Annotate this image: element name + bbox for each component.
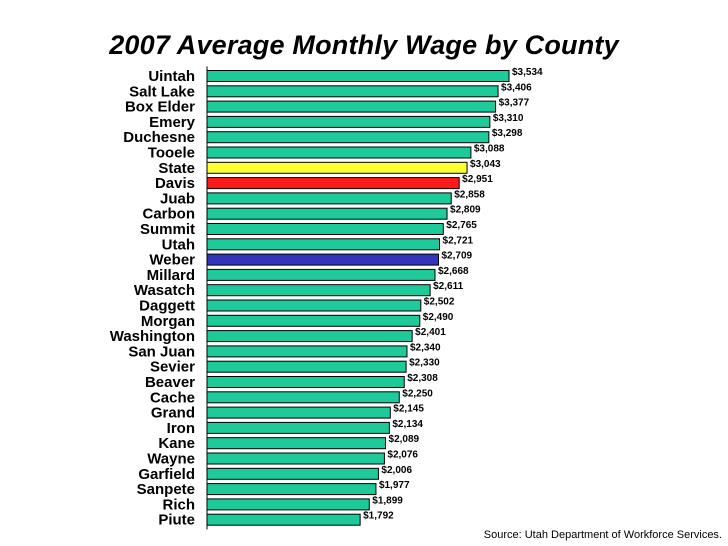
value-label: $2,340: [410, 342, 441, 353]
category-label: Washington: [110, 328, 195, 345]
source-note: Source: Utah Department of Workforce Ser…: [483, 529, 722, 541]
value-label: $2,076: [387, 450, 418, 461]
bar: [206, 146, 472, 159]
bar: [206, 100, 497, 113]
bar: [206, 207, 448, 220]
category-label: Iron: [167, 420, 195, 437]
category-label: Sevier: [150, 359, 195, 376]
bar: [206, 177, 460, 190]
value-label: $2,490: [423, 312, 454, 323]
category-label: Cache: [150, 389, 195, 406]
value-label: $2,006: [381, 465, 412, 476]
category-label: Millard: [147, 267, 195, 284]
bar: [206, 85, 499, 98]
value-label: $2,250: [402, 388, 433, 399]
category-label: Wayne: [147, 451, 195, 468]
category-label: Utah: [162, 236, 195, 253]
bar: [206, 330, 413, 343]
value-label: $2,401: [415, 327, 446, 338]
value-label: $1,899: [372, 495, 403, 506]
category-label: Uintah: [148, 68, 195, 85]
value-label: $1,792: [363, 511, 394, 522]
bar: [206, 131, 490, 144]
bar: [206, 421, 390, 434]
category-label: Grand: [151, 405, 195, 422]
value-label: $2,668: [438, 266, 469, 277]
category-label: Morgan: [141, 313, 195, 330]
bar: [206, 253, 439, 266]
value-label: $2,089: [389, 434, 420, 445]
category-label: Salt Lake: [129, 83, 195, 100]
value-label: $2,502: [424, 297, 455, 308]
bar: [206, 238, 441, 251]
category-label: Beaver: [145, 374, 195, 391]
category-label: Weber: [149, 252, 195, 269]
value-label: $3,310: [493, 113, 524, 124]
bar: [206, 284, 431, 297]
bar: [206, 223, 444, 235]
value-label: $2,134: [392, 419, 423, 430]
category-label: Piute: [158, 512, 195, 529]
category-label: Kane: [158, 435, 195, 452]
value-label: $3,377: [499, 98, 530, 109]
bar: [206, 115, 491, 128]
bar: [206, 360, 407, 373]
value-label: $2,330: [409, 358, 440, 369]
value-label: $2,145: [393, 404, 424, 415]
value-label: $2,765: [446, 220, 477, 231]
chart-title: 2007 Average Monthly Wage by County: [109, 30, 619, 60]
bar: [206, 406, 391, 419]
category-label: Tooele: [148, 145, 195, 162]
value-label: $2,709: [441, 251, 472, 262]
category-label: Summit: [140, 221, 195, 238]
bar: [206, 192, 452, 205]
bar: [206, 437, 387, 450]
value-label: $2,611: [433, 281, 463, 292]
value-label: $2,721: [443, 235, 474, 246]
value-label: $3,298: [492, 128, 523, 139]
value-label: $2,308: [407, 373, 438, 384]
bar: [206, 483, 377, 496]
category-label: Carbon: [143, 206, 196, 223]
bar: [206, 268, 436, 281]
bar: [206, 391, 400, 404]
category-label: Wasatch: [134, 282, 195, 299]
category-label: Garfield: [138, 466, 195, 483]
bar: [206, 467, 379, 480]
value-label: $2,858: [454, 189, 485, 200]
bar: [206, 345, 408, 358]
value-label: $2,809: [450, 205, 481, 216]
category-label: Daggett: [139, 298, 195, 315]
category-label: Emery: [149, 114, 196, 131]
value-label: $3,534: [512, 67, 543, 78]
value-label: $1,977: [379, 480, 410, 491]
bar: [206, 314, 421, 327]
value-label: $2,951: [462, 174, 493, 185]
category-label: Juab: [160, 190, 195, 207]
bar: [206, 299, 422, 312]
bar: [206, 513, 361, 526]
value-label: $3,088: [474, 144, 505, 155]
category-label: San Juan: [128, 343, 195, 360]
bar: [206, 70, 510, 82]
category-label: State: [158, 160, 195, 177]
bar: [206, 161, 468, 174]
bar: [206, 498, 370, 511]
category-label: Duchesne: [123, 129, 195, 146]
category-label: Davis: [155, 175, 195, 192]
category-label: Box Elder: [125, 99, 195, 116]
bar: [206, 452, 385, 465]
value-label: $3,406: [501, 82, 532, 93]
category-label: Rich: [162, 496, 195, 513]
category-label: Sanpete: [137, 481, 195, 498]
bar: [206, 376, 405, 388]
value-label: $3,043: [470, 159, 501, 170]
